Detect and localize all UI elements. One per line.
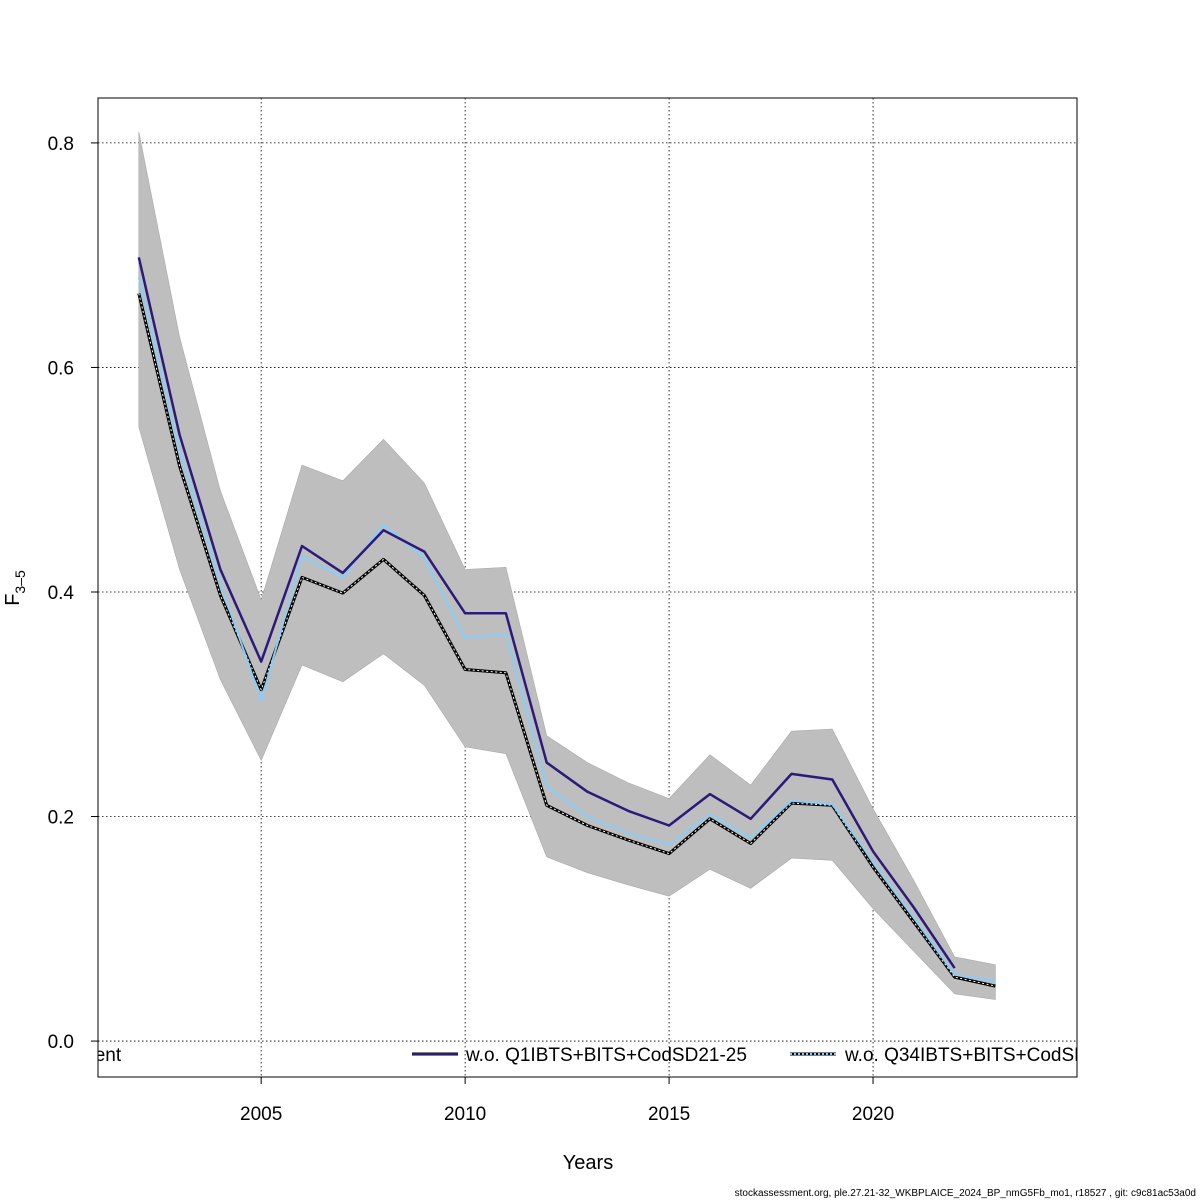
x-tick-label-0: 2005 — [240, 1104, 282, 1125]
y-axis-title-main: F — [2, 594, 24, 606]
confidence-band — [138, 131, 996, 1000]
x-tick-label-1: 2010 — [444, 1104, 486, 1125]
plot-area: current w.o. Q1IBTS+BITS+CodSD21-25 w.o. Q… — [62, 131, 1137, 1066]
footer-note: stockassessment.org, ple.27.21-32_WKBPLA… — [735, 1188, 1196, 1199]
legend-label-2: w.o. Q34IBTS+BITS+CodSD21-25 — [844, 1045, 1137, 1066]
legend: current w.o. Q1IBTS+BITS+CodSD21-25 w.o. Q… — [62, 1045, 1137, 1066]
plot-frame — [97, 97, 1078, 1078]
legend-label-0: current — [62, 1045, 122, 1066]
axes: 2005 2010 2015 2020 0.0 0.2 0.4 0.6 0.8 — [48, 134, 895, 1125]
series-line-current-dots — [138, 293, 996, 987]
y-tick-label-4: 0.8 — [48, 134, 74, 155]
legend-label-1: w.o. Q1IBTS+BITS+CodSD21-25 — [465, 1045, 747, 1066]
y-tick-label-3: 0.6 — [48, 358, 74, 379]
series-line-q34ibts — [137, 277, 996, 982]
y-axis-title: F3–5 — [2, 570, 28, 606]
y-tick-label-1: 0.2 — [48, 808, 74, 829]
y-tick-label-2: 0.4 — [48, 583, 75, 604]
y-tick-label-0: 0.0 — [48, 1032, 74, 1053]
x-axis-title: Years — [563, 1152, 613, 1174]
x-tick-label-2: 2015 — [648, 1104, 690, 1125]
y-axis-title-sub: 3–5 — [12, 570, 28, 594]
x-tick-label-3: 2020 — [852, 1104, 894, 1125]
series-line-q1ibts — [137, 257, 956, 969]
series-lines — [137, 257, 996, 988]
